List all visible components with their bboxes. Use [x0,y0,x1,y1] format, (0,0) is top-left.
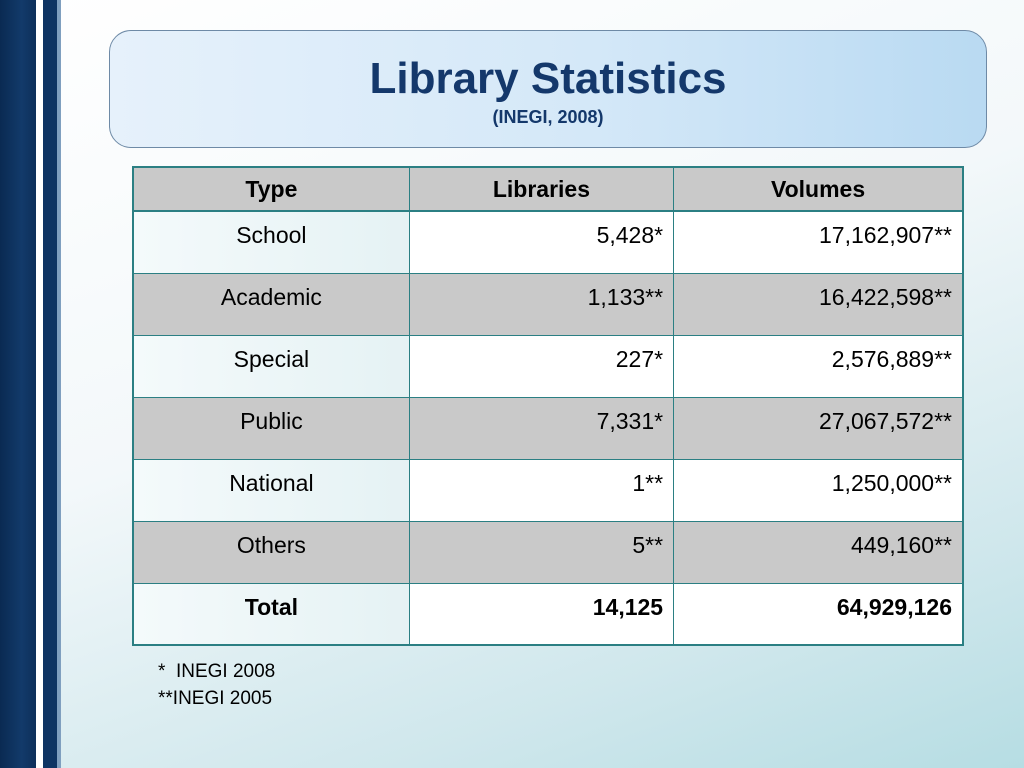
table-row: School 5,428* 17,162,907** [132,210,964,274]
slide-title: Library Statistics [369,54,727,103]
table-header-row: Type Libraries Volumes [132,166,964,212]
cell-libraries: 1** [408,458,675,522]
table-row: Academic 1,133** 16,422,598** [132,272,964,336]
cell-volumes: 16,422,598** [673,272,964,336]
header-volumes: Volumes [673,166,964,212]
slide-subtitle: (INEGI, 2008) [492,107,604,127]
cell-volumes: 2,576,889** [673,334,964,398]
table-total-row: Total 14,125 64,929,126 [132,582,964,646]
cell-libraries: 7,331* [408,396,675,460]
cell-type: Academic [132,272,410,336]
decorative-stripe-light [57,0,61,768]
cell-libraries: 5,428* [408,210,675,274]
cell-volumes: 1,250,000** [673,458,964,522]
cell-volumes: 449,160** [673,520,964,584]
table-row: Public 7,331* 27,067,572** [132,396,964,460]
cell-volumes: 64,929,126 [673,582,964,646]
cell-libraries: 1,133** [408,272,675,336]
footnote-double-star: **INEGI 2005 [158,688,273,709]
cell-libraries: 227* [408,334,675,398]
cell-type: Others [132,520,410,584]
cell-type: National [132,458,410,522]
cell-type: Special [132,334,410,398]
header-libraries: Libraries [408,166,675,212]
cell-type: Public [132,396,410,460]
table-row: Special 227* 2,576,889** [132,334,964,398]
table-row: Others 5** 449,160** [132,520,964,584]
decorative-stripe-dark [0,0,36,768]
cell-volumes: 17,162,907** [673,210,964,274]
cell-libraries: 14,125 [408,582,675,646]
cell-type: School [132,210,410,274]
table-row: National 1** 1,250,000** [132,458,964,522]
footnote-single-star: * INEGI 2008 [158,661,276,682]
header-type: Type [132,166,410,212]
cell-libraries: 5** [408,520,675,584]
cell-volumes: 27,067,572** [673,396,964,460]
title-box: Library Statistics (INEGI, 2008) [109,30,987,148]
decorative-stripe-white [36,0,43,768]
library-statistics-table: Type Libraries Volumes School 5,428* 17,… [132,166,964,646]
decorative-stripe-navy [43,0,57,768]
cell-type: Total [132,582,410,646]
footnotes: * INEGI 2008 **INEGI 2005 [158,658,275,712]
